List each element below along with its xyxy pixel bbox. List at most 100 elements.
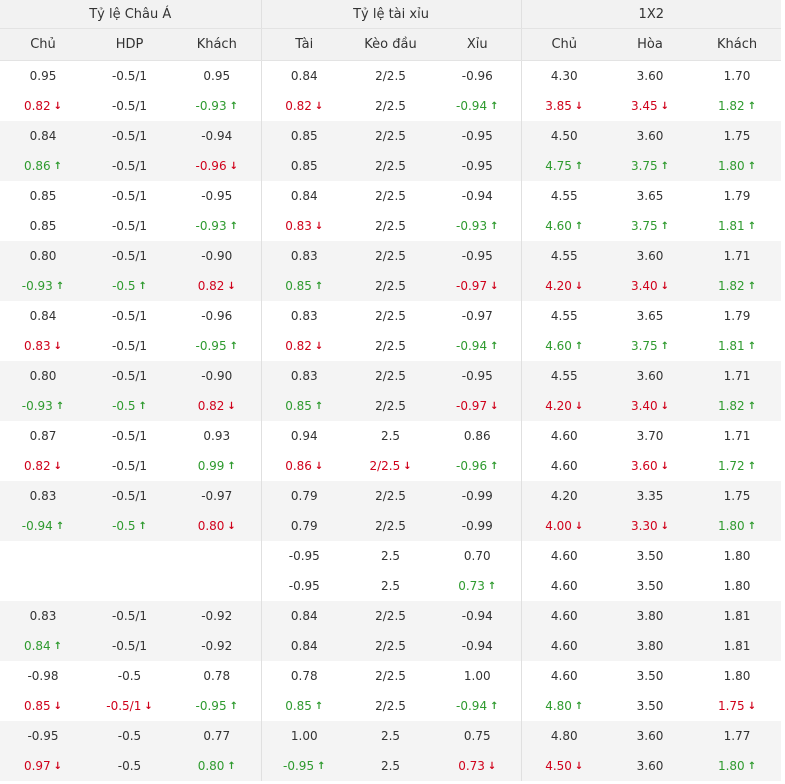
cell-asian-away: 0.78: [173, 661, 262, 691]
odds-value: 1.79: [723, 309, 751, 323]
odds-table-body: 0.95 -0.5/1 0.95 0.84 2/2.5 -0.96 4.30 3.60 1.70…: [0, 60, 782, 781]
odds-value: 0.94: [290, 429, 318, 443]
arrow-down-icon: ↓: [660, 461, 670, 472]
odds-row: 0.83 -0.5/1 -0.97 0.79 2/2.5 -0.99 4.20 3.35 1.7…: [0, 481, 782, 511]
odds-value: 1.80: [717, 519, 745, 533]
arrow-down-icon: ↓: [660, 281, 670, 292]
odds-value: 3.80: [636, 639, 664, 653]
cell-asian-away: -0.94: [173, 121, 262, 151]
cell-1x2-draw: 3.60: [607, 241, 694, 271]
cell-asian-away: 0.93: [173, 421, 262, 451]
cell-asian-handicap: -0.5/1: [86, 61, 173, 92]
odds-value: 3.60: [630, 459, 658, 473]
arrow-down-icon: ↓: [227, 521, 236, 532]
cell-over: 0.83 ↓: [261, 211, 347, 241]
odds-value: 4.20: [550, 489, 578, 503]
cell-1x2-draw: 3.50: [607, 691, 693, 721]
arrow-up-icon: ↑: [574, 161, 584, 172]
arrow-up-icon: ↑: [574, 701, 584, 712]
arrow-down-icon: ↓: [53, 701, 63, 712]
odds-value: 2.5: [380, 549, 401, 563]
cell-1x2-home: 3.85 ↓: [521, 91, 607, 121]
arrow-down-icon: ↓: [490, 281, 499, 292]
cell-over: 0.84: [261, 631, 348, 661]
odds-value: 4.50: [550, 129, 578, 143]
odds-value: 4.80: [545, 699, 572, 713]
arrow-up-icon: ↑: [317, 761, 326, 772]
odds-value: 0.83: [29, 489, 57, 503]
arrow-up-icon: ↑: [229, 701, 238, 712]
cell-over: 0.85 ↑: [261, 691, 347, 721]
col-home: Chủ: [0, 28, 86, 61]
arrow-up-icon: ↑: [747, 341, 757, 352]
odds-value: 2.5: [380, 759, 401, 773]
odds-value: 2.5: [380, 429, 401, 443]
odds-row: 0.95 -0.5/1 0.95 0.84 2/2.5 -0.96 4.30 3.60 1.70: [0, 60, 781, 92]
odds-value: 3.60: [636, 759, 664, 773]
cell-opening-line: 2/2.5: [347, 181, 434, 211]
odds-row: 0.85 -0.5/1 -0.95 0.84 2/2.5 -0.94 4.55 3.65 1.7…: [0, 181, 781, 211]
odds-value: -0.5/1: [111, 99, 148, 113]
cell-1x2-home: 4.55: [521, 301, 607, 331]
cell-1x2-home: 4.80: [521, 721, 608, 751]
odds-value: -0.95: [201, 189, 233, 203]
odds-value: 0.85: [285, 699, 312, 713]
arrow-down-icon: ↓: [227, 401, 236, 412]
odds-value: 4.80: [550, 729, 578, 743]
odds-value: 1.79: [723, 189, 751, 203]
odds-value: 4.60: [550, 609, 578, 623]
odds-value: 0.75: [463, 729, 491, 743]
cell-over: 0.86 ↓: [261, 451, 347, 481]
odds-value: 2.5: [380, 579, 401, 593]
cell-1x2-home: 4.50 ↓: [521, 751, 608, 781]
arrow-up-icon: ↑: [574, 341, 584, 352]
odds-value: 0.85: [29, 219, 57, 233]
odds-value: -0.5/1: [111, 489, 148, 503]
cell-under: -0.94 ↑: [434, 91, 522, 121]
arrow-up-icon: ↑: [229, 221, 238, 232]
cell-1x2-home: 4.80 ↑: [521, 691, 607, 721]
odds-row: -0.93 ↑ -0.5 ↑ 0.82 ↓ 0.85 ↑ 2/2.5 -0.97 ↓ 4.20 ↓ 3.4…: [0, 391, 782, 421]
odds-row: 0.80 -0.5/1 -0.90 0.83 2/2.5 -0.95 4.55 3.60 1.7…: [0, 241, 782, 271]
cell-asian-home: 0.84 ↑: [0, 631, 86, 661]
cell-opening-line: 2/2.5 ↓: [347, 451, 434, 481]
cell-under: -0.94 ↑: [434, 331, 522, 361]
odds-value: 0.97: [23, 759, 51, 773]
col-1x2-draw: Hòa: [607, 28, 694, 61]
col-1x2-home: Chủ: [521, 28, 608, 61]
odds-value: 1.80: [723, 579, 751, 593]
odds-value: 3.40: [630, 279, 658, 293]
cell-1x2-away: 1.72 ↑: [693, 451, 781, 481]
cell-over: -0.95: [261, 571, 347, 601]
arrow-up-icon: ↑: [747, 761, 757, 772]
cell-asian-handicap: [86, 541, 173, 571]
arrow-up-icon: ↑: [490, 701, 499, 712]
cell-1x2-home: 4.60: [521, 631, 608, 661]
cell-asian-away: 0.82 ↓: [173, 391, 262, 421]
odds-value: 1.80: [717, 159, 745, 173]
cell-asian-home: 0.80: [0, 361, 86, 391]
cell-1x2-home: 4.20 ↓: [521, 271, 608, 301]
odds-row: 0.85 ↓ -0.5/1 ↓ -0.95 ↑ 0.85 ↑ 2/2.5 -0.94 ↑ 4.80 ↑ 3…: [0, 691, 781, 721]
odds-value: 2/2.5: [375, 669, 406, 683]
arrow-up-icon: ↑: [314, 401, 324, 412]
odds-value: 1.82: [717, 99, 745, 113]
odds-value: 0.83: [285, 219, 312, 233]
odds-value: 0.84: [23, 639, 51, 653]
odds-value: -0.5: [112, 399, 136, 413]
odds-value: 1.75: [723, 489, 751, 503]
cell-asian-home: 0.83 ↓: [0, 331, 86, 361]
cell-over: 0.85: [261, 121, 348, 151]
cell-under: -0.95: [434, 151, 522, 181]
odds-value: 0.82: [285, 99, 312, 113]
asian-odds-header: Tỷ lệ Châu Á: [0, 0, 262, 29]
col-1x2-away: Khách: [693, 28, 782, 61]
odds-row: 0.84 ↑ -0.5/1 -0.92 0.84 2/2.5 -0.94 4.60 3.80 1.…: [0, 631, 782, 661]
cell-over: 0.85: [261, 151, 348, 181]
odds-value: 1.77: [723, 729, 751, 743]
odds-value: -0.5/1: [111, 609, 148, 623]
odds-value: -0.5/1: [111, 219, 148, 233]
cell-asian-away: -0.93 ↑: [173, 91, 262, 121]
arrow-up-icon: ↑: [574, 221, 584, 232]
odds-value: 4.60: [545, 339, 572, 353]
